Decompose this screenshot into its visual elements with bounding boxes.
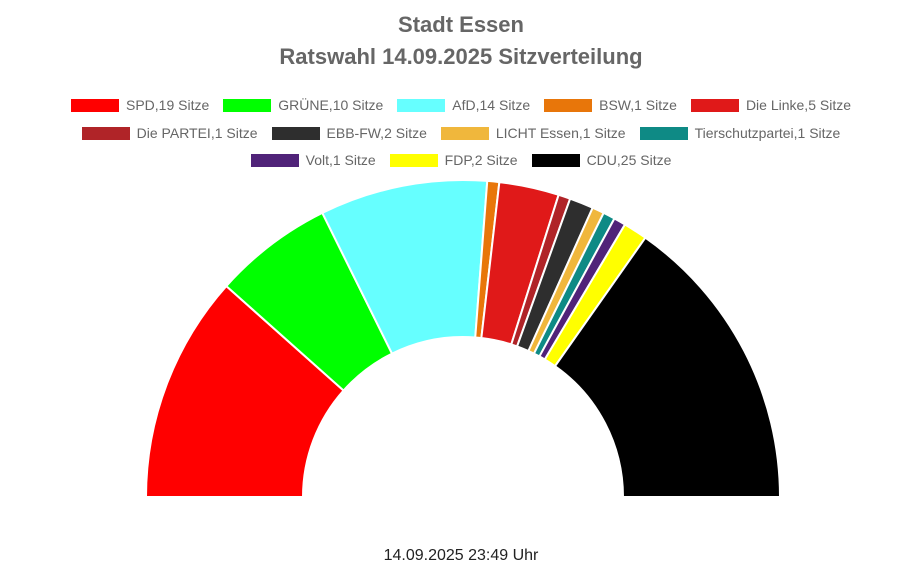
legend-label: Die PARTEI,1 Sitze — [136, 125, 258, 141]
timestamp: 14.09.2025 23:49 Uhr — [383, 547, 539, 564]
legend-swatch — [223, 98, 272, 112]
legend-label: CDU,25 Sitze — [586, 152, 672, 168]
legend-swatch — [271, 126, 320, 140]
legend-label: FDP,2 Sitze — [444, 152, 518, 168]
legend-item[interactable]: CDU,25 Sitze — [531, 152, 672, 168]
legend-label: SPD,19 Sitze — [125, 97, 210, 113]
legend-label: Volt,1 Sitze — [305, 152, 376, 168]
legend-item[interactable]: LICHT Essen,1 Sitze — [440, 125, 626, 141]
legend-swatch — [639, 126, 688, 140]
legend-label: AfD,14 Sitze — [452, 97, 531, 113]
legend-item[interactable]: GRÜNE,10 Sitze — [223, 97, 383, 113]
legend-label: BSW,1 Sitze — [599, 97, 677, 113]
slice-cdu[interactable] — [553, 236, 782, 498]
legend-row: SPD,19 Sitze GRÜNE,10 Sitze AfD,14 Sitze BS… — [0, 94, 922, 116]
legend-item[interactable]: Die Linke,5 Sitze — [690, 97, 851, 113]
legend-item[interactable]: SPD,19 Sitze — [70, 97, 210, 113]
legend-swatch — [440, 126, 489, 140]
legend-label: EBB-FW,2 Sitze — [326, 125, 427, 141]
legend-item[interactable]: AfD,14 Sitze — [397, 97, 530, 113]
chart-title: Stadt Essen — [398, 12, 524, 37]
legend-item[interactable]: Tierschutzpartei,1 Sitze — [639, 125, 841, 141]
legend-swatch — [70, 98, 119, 112]
legend-row: Die PARTEI,1 Sitze EBB-FW,2 Sitze LICHT Es… — [0, 122, 922, 144]
legend-swatch — [544, 98, 593, 112]
legend-item[interactable]: Die PARTEI,1 Sitze — [81, 125, 258, 141]
legend-item[interactable]: FDP,2 Sitze — [389, 152, 518, 168]
legend-label: Tierschutzpartei,1 Sitze — [694, 125, 841, 141]
legend-row: Volt,1 Sitze FDP,2 Sitze CDU,25 Sitze — [0, 149, 922, 171]
chart-subtitle: Ratswahl 14.09.2025 Sitzverteilung — [279, 44, 643, 69]
legend-swatch — [389, 153, 438, 167]
legend-item[interactable]: EBB-FW,2 Sitze — [271, 125, 427, 141]
legend-swatch — [81, 126, 130, 140]
legend-item[interactable]: Volt,1 Sitze — [250, 152, 376, 168]
legend-label: GRÜNE,10 Sitze — [278, 97, 384, 113]
legend-swatch — [531, 153, 580, 167]
legend-swatch — [250, 153, 299, 167]
legend-label: Die Linke,5 Sitze — [745, 97, 851, 113]
legend-label: LICHT Essen,1 Sitze — [495, 125, 626, 141]
legend-swatch — [690, 98, 739, 112]
legend-swatch — [397, 98, 446, 112]
legend-item[interactable]: BSW,1 Sitze — [544, 97, 677, 113]
